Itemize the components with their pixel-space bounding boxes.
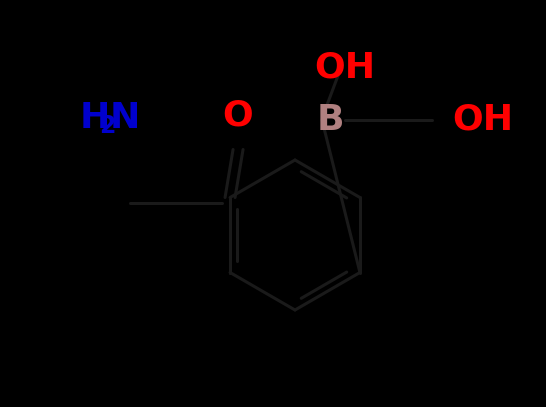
- Text: O: O: [223, 98, 253, 133]
- Text: OH: OH: [314, 50, 376, 84]
- Text: N: N: [110, 101, 140, 135]
- Text: H: H: [80, 101, 110, 135]
- Text: OH: OH: [452, 103, 513, 137]
- Text: 2: 2: [99, 114, 115, 138]
- Text: B: B: [316, 103, 344, 137]
